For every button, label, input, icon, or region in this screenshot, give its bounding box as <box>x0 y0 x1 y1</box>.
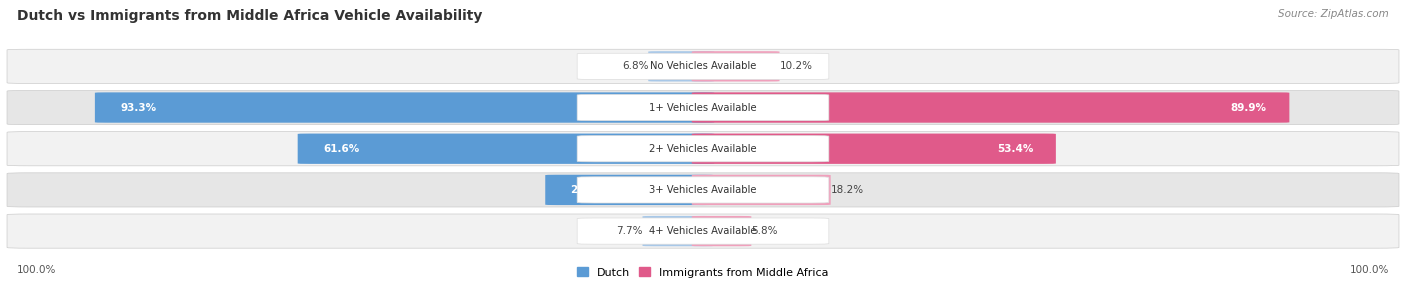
Text: No Vehicles Available: No Vehicles Available <box>650 61 756 71</box>
Text: Source: ZipAtlas.com: Source: ZipAtlas.com <box>1278 9 1389 19</box>
FancyBboxPatch shape <box>578 94 828 121</box>
Text: 6.8%: 6.8% <box>621 61 648 71</box>
FancyBboxPatch shape <box>692 216 751 246</box>
Text: 1+ Vehicles Available: 1+ Vehicles Available <box>650 103 756 112</box>
Text: 5.8%: 5.8% <box>751 226 778 236</box>
Text: 100.0%: 100.0% <box>1350 265 1389 275</box>
FancyBboxPatch shape <box>643 216 714 246</box>
FancyBboxPatch shape <box>7 214 1399 248</box>
FancyBboxPatch shape <box>546 175 714 205</box>
FancyBboxPatch shape <box>578 218 828 244</box>
Text: 3+ Vehicles Available: 3+ Vehicles Available <box>650 185 756 195</box>
FancyBboxPatch shape <box>578 53 828 80</box>
FancyBboxPatch shape <box>7 90 1399 125</box>
FancyBboxPatch shape <box>692 134 1056 164</box>
Text: 2+ Vehicles Available: 2+ Vehicles Available <box>650 144 756 154</box>
FancyBboxPatch shape <box>94 92 714 123</box>
FancyBboxPatch shape <box>578 177 828 203</box>
FancyBboxPatch shape <box>692 51 779 82</box>
FancyBboxPatch shape <box>7 132 1399 166</box>
FancyBboxPatch shape <box>578 136 828 162</box>
Text: 18.2%: 18.2% <box>831 185 863 195</box>
Text: Dutch vs Immigrants from Middle Africa Vehicle Availability: Dutch vs Immigrants from Middle Africa V… <box>17 9 482 23</box>
FancyBboxPatch shape <box>7 49 1399 84</box>
FancyBboxPatch shape <box>648 51 714 82</box>
Text: 61.6%: 61.6% <box>323 144 360 154</box>
FancyBboxPatch shape <box>298 134 714 164</box>
FancyBboxPatch shape <box>7 173 1399 207</box>
Text: 89.9%: 89.9% <box>1230 103 1267 112</box>
Text: 53.4%: 53.4% <box>997 144 1033 154</box>
Text: 7.7%: 7.7% <box>616 226 643 236</box>
Legend: Dutch, Immigrants from Middle Africa: Dutch, Immigrants from Middle Africa <box>578 267 828 278</box>
Text: 10.2%: 10.2% <box>779 61 813 71</box>
FancyBboxPatch shape <box>692 175 831 205</box>
Text: 22.9%: 22.9% <box>571 185 606 195</box>
Text: 4+ Vehicles Available: 4+ Vehicles Available <box>650 226 756 236</box>
Text: 100.0%: 100.0% <box>17 265 56 275</box>
Text: 93.3%: 93.3% <box>120 103 156 112</box>
FancyBboxPatch shape <box>692 92 1289 123</box>
